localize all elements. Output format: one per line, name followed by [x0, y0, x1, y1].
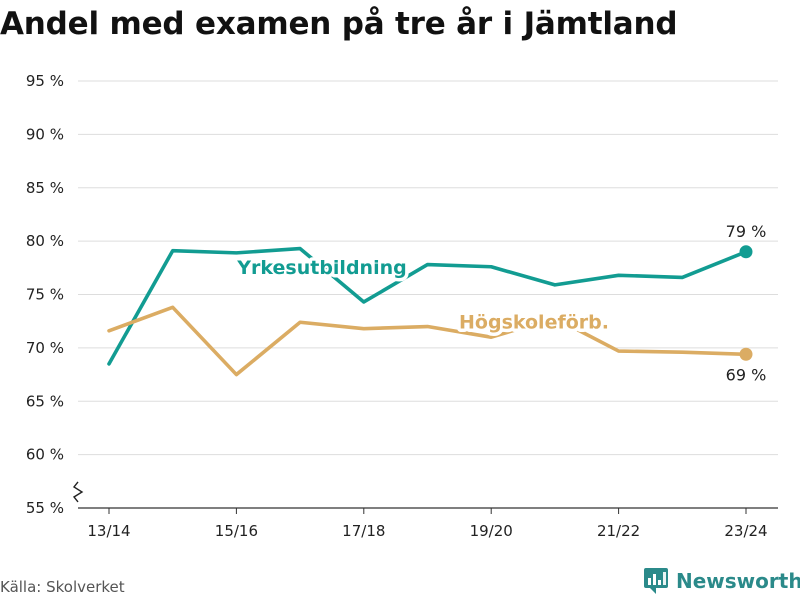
series-label: Yrkesutbildning [236, 257, 406, 279]
series-labels: YrkesutbildningYrkesutbildningHögskolefö… [233, 222, 767, 384]
series-label-halo: Högskoleförb. [459, 312, 609, 334]
end-value-label: 79 % [726, 222, 767, 241]
y-tick-label: 80 % [26, 232, 64, 250]
series-lines [107, 245, 753, 377]
x-tick-label: 21/22 [597, 522, 640, 540]
y-tick-label: 55 % [26, 499, 64, 517]
x-tick-label: 15/16 [215, 522, 258, 540]
y-tick-label: 75 % [26, 286, 64, 304]
y-tick-label: 85 % [26, 179, 64, 197]
chart-title: Andel med examen på tre år i Jämtland [0, 6, 678, 42]
x-tick-label: 23/24 [724, 522, 767, 540]
x-tick-label: 13/14 [87, 522, 130, 540]
axis-break-icon [72, 481, 84, 503]
y-axis-tick-labels: 55 % 60 % 65 % 70 % 75 % 80 % 85 % 90 % 95 % [26, 72, 64, 517]
series-line-0 [107, 246, 748, 366]
series-end-point [739, 347, 753, 361]
y-tick-label: 70 % [26, 339, 64, 357]
bar-chart-logo-icon [644, 568, 668, 594]
x-tick-label: 17/18 [342, 522, 385, 540]
brand-logo[interactable]: Newsworthy [644, 568, 800, 594]
y-tick-label: 90 % [26, 125, 64, 143]
x-axis-tick-labels: 13/14 15/16 17/18 19/20 21/22 23/24 [87, 522, 767, 540]
line-chart: 55 % 60 % 65 % 70 % 75 % 80 % 85 % 90 % 95 % 13/… [26, 72, 778, 540]
series-label-halo: Yrkesutbildning [236, 257, 406, 279]
x-axis [72, 481, 778, 514]
y-tick-label: 95 % [26, 72, 64, 90]
end-value-label: 69 % [726, 365, 767, 384]
x-tick-label: 19/20 [470, 522, 513, 540]
series-label: Högskoleförb. [459, 312, 609, 334]
y-tick-label: 60 % [26, 446, 64, 464]
series-line-1 [107, 305, 748, 377]
grid-lines [78, 80, 778, 456]
source-note: Källa: Skolverket [0, 578, 125, 596]
brand-name: Newsworthy [676, 569, 800, 593]
series-end-point [739, 245, 753, 259]
y-tick-label: 65 % [26, 392, 64, 410]
